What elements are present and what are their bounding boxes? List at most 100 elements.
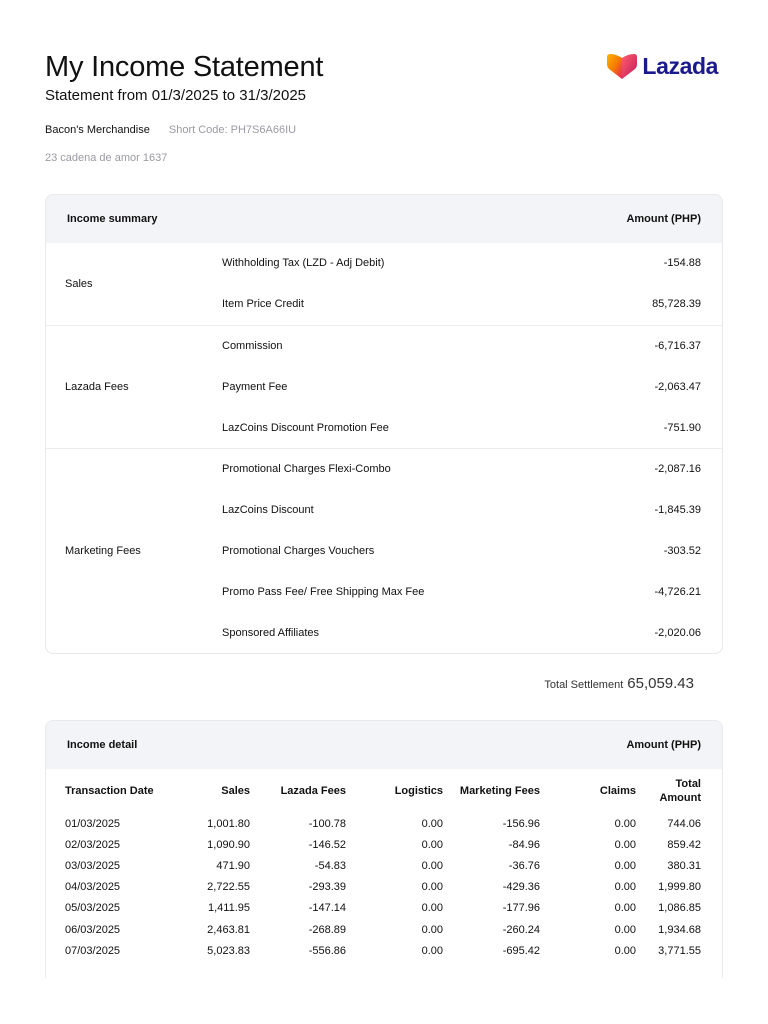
statement-header: My Income Statement Statement from 01/3/… [45, 50, 725, 165]
income-detail-heading: Income detail [67, 739, 138, 751]
table-header-row: Transaction Date Sales Lazada Fees Logis… [46, 769, 722, 813]
summary-line-item: Sponsored Affiliates -2,020.06 [222, 612, 722, 653]
table-cell: 1,999.80 [658, 881, 701, 894]
table-cell: 471.90 [216, 859, 250, 872]
table-cell: -54.83 [314, 859, 346, 872]
summary-group: Marketing Fees Promotional Charges Flexi-… [46, 447, 722, 653]
table-cell: 1,411.95 [207, 902, 250, 915]
amount-heading: Amount (PHP) [626, 213, 701, 225]
table-cell: -695.42 [502, 944, 540, 957]
line-item-amount: -2,063.47 [654, 380, 701, 393]
total-settlement-label: Total Settlement [544, 679, 624, 691]
table-cell: 06/03/2025 [65, 923, 121, 936]
table-cell: 0.00 [421, 817, 443, 830]
line-item-amount: -2,087.16 [654, 463, 701, 476]
table-cell: 0.00 [614, 881, 636, 894]
line-item-name: Payment Fee [222, 380, 288, 393]
table-cell: 05/03/2025 [65, 902, 121, 915]
line-item-name: Commission [222, 339, 283, 352]
table-cell: 5,023.83 [207, 944, 250, 957]
summary-line-item: LazCoins Discount -1,845.39 [222, 490, 722, 531]
statement-period: Statement from 01/3/2025 to 31/3/2025 [45, 87, 307, 104]
col-header: Lazada Fees [280, 785, 346, 797]
summary-line-item: Commission -6,716.37 [222, 326, 722, 367]
table-cell: -156.96 [502, 817, 540, 830]
summary-group-label: Lazada Fees [65, 380, 129, 393]
table-cell: 0.00 [614, 838, 636, 851]
line-item-amount: -303.52 [663, 544, 701, 557]
table-cell: -146.52 [308, 838, 346, 851]
table-cell: 859.42 [667, 838, 701, 851]
lazada-logo: Lazada [607, 52, 718, 80]
total-settlement-value: 65,059.43 [627, 675, 694, 692]
table-row: 03/03/2025 471.90 -54.83 0.00 -36.76 0.00 380.… [46, 855, 722, 876]
table-cell: 07/03/2025 [65, 944, 121, 957]
line-item-name: LazCoins Discount [222, 504, 314, 517]
table-cell: 2,722.55 [207, 881, 250, 894]
summary-group-label: Marketing Fees [65, 544, 141, 557]
table-cell: 0.00 [614, 817, 636, 830]
summary-line-item: Payment Fee -2,063.47 [222, 366, 722, 407]
col-header: Sales [221, 785, 250, 797]
table-cell: 0.00 [421, 838, 443, 851]
line-item-amount: -154.88 [663, 257, 701, 270]
table-cell: 0.00 [421, 923, 443, 936]
line-item-amount: 85,728.39 [652, 298, 701, 311]
income-detail-header: Income detail Amount (PHP) [46, 721, 722, 769]
table-cell: 0.00 [421, 902, 443, 915]
lazada-heart-icon [607, 54, 638, 79]
income-detail-table: Transaction Date Sales Lazada Fees Logis… [46, 769, 722, 961]
table-cell: 0.00 [421, 881, 443, 894]
table-row: 01/03/2025 1,001.80 -100.78 0.00 -156.96 0.00… [46, 813, 722, 834]
table-cell: -177.96 [502, 902, 540, 915]
line-item-amount: -1,845.39 [654, 504, 701, 517]
col-header: Marketing Fees [459, 785, 540, 797]
table-cell: -84.96 [508, 838, 540, 851]
seller-address: 23 cadena de amor 1637 [45, 152, 168, 164]
line-item-name: Sponsored Affiliates [222, 626, 320, 639]
logo-text: Lazada [642, 52, 718, 79]
summary-line-item: Promotional Charges Flexi-Combo -2,087.16 [222, 449, 722, 490]
summary-group: Lazada Fees Commission -6,716.37 Payment Fe… [46, 324, 722, 448]
seller-name: Bacon's Merchandise [45, 124, 150, 136]
summary-group: Sales Withholding Tax (LZD - Adj Debit) -1… [46, 243, 722, 325]
line-item-name: Item Price Credit [222, 298, 304, 311]
summary-group-items: Commission -6,716.37 Payment Fee -2,063.47 L… [222, 326, 722, 448]
table-cell: -260.24 [502, 923, 540, 936]
table-cell: 1,001.80 [207, 817, 250, 830]
summary-group-items: Promotional Charges Flexi-Combo -2,087.16… [222, 449, 722, 653]
table-cell: -36.76 [508, 859, 540, 872]
table-cell: -147.14 [308, 902, 346, 915]
table-cell: -556.86 [308, 944, 346, 957]
summary-line-item: LazCoins Discount Promotion Fee -751.90 [222, 407, 722, 448]
page-title: My Income Statement [45, 51, 324, 83]
table-cell: 0.00 [614, 923, 636, 936]
table-cell: -429.36 [502, 881, 540, 894]
col-header: Logistics [394, 785, 443, 797]
line-item-name: LazCoins Discount Promotion Fee [222, 421, 389, 434]
total-settlement: Total Settlement 65,059.43 [544, 675, 694, 692]
table-cell: 0.00 [614, 902, 636, 915]
table-cell: 3,771.55 [658, 944, 701, 957]
line-item-name: Withholding Tax (LZD - Adj Debit) [222, 257, 385, 270]
table-row: 05/03/2025 1,411.95 -147.14 0.00 -177.96 0.00… [46, 898, 722, 919]
line-item-amount: -2,020.06 [654, 626, 701, 639]
line-item-name: Promotional Charges Vouchers [222, 544, 375, 557]
table-cell: 0.00 [421, 944, 443, 957]
line-item-amount: -751.90 [663, 421, 701, 434]
table-cell: 1,086.85 [658, 902, 701, 915]
table-cell: 0.00 [614, 859, 636, 872]
table-cell: 744.06 [667, 817, 701, 830]
income-detail-card: Income detail Amount (PHP) Transaction D… [45, 720, 723, 978]
col-header: Claims [599, 785, 636, 797]
summary-group-items: Withholding Tax (LZD - Adj Debit) -154.88… [222, 243, 722, 325]
table-cell: 1,934.68 [658, 923, 701, 936]
table-cell: -268.89 [308, 923, 346, 936]
table-cell: 02/03/2025 [65, 838, 121, 851]
col-header: Total Amount [659, 778, 701, 804]
table-row: 06/03/2025 2,463.81 -268.89 0.00 -260.24 0.00… [46, 919, 722, 940]
summary-line-item: Promotional Charges Vouchers -303.52 [222, 531, 722, 572]
table-cell: -100.78 [308, 817, 346, 830]
table-cell: 04/03/2025 [65, 881, 121, 894]
summary-line-item: Item Price Credit 85,728.39 [222, 284, 722, 325]
